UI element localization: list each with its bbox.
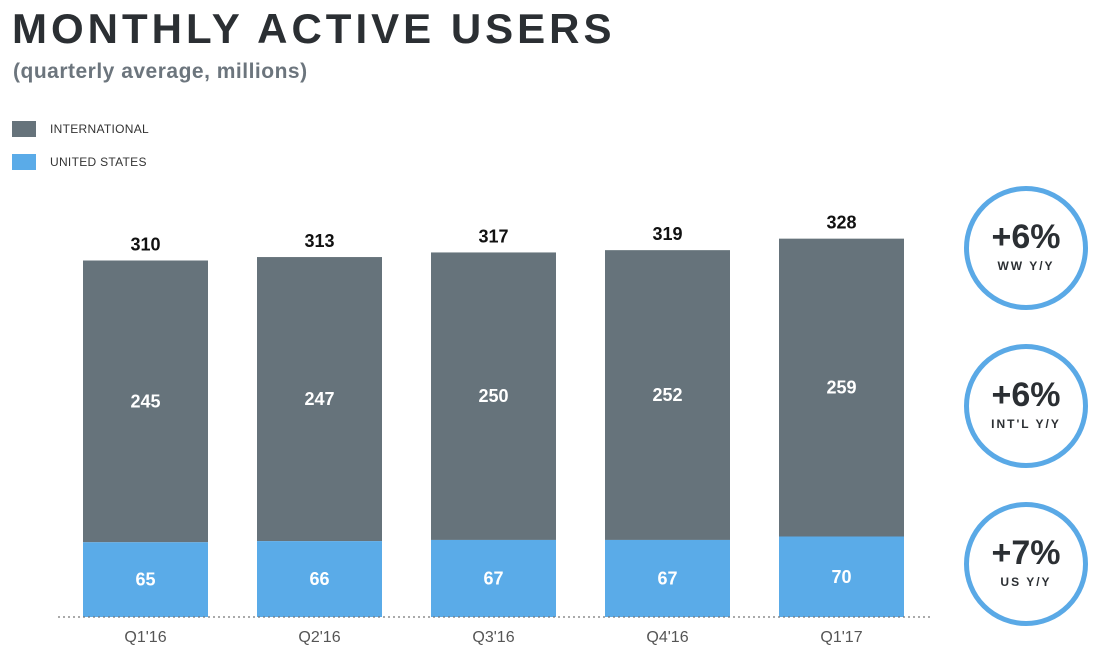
kpi-us-yoy: +7% US Y/Y [964, 502, 1088, 626]
data-label-total: 317 [478, 226, 508, 246]
kpi-intl-yoy: +6% INT'L Y/Y [964, 344, 1088, 468]
legend-label-united-states: UNITED STATES [50, 155, 147, 169]
kpi-ww-value: +6% [991, 218, 1061, 256]
x-tick-label: Q2'16 [298, 629, 340, 646]
legend-item-united-states: UNITED STATES [12, 153, 149, 171]
kpi-ww-label: WW Y/Y [997, 259, 1055, 273]
kpi-intl-value: +6% [991, 376, 1061, 414]
kpi-us-label: US Y/Y [1000, 575, 1052, 589]
data-label-international: 247 [304, 389, 334, 409]
bar-segment-international [431, 252, 556, 540]
kpi-us-value: +7% [991, 534, 1061, 572]
legend-swatch-united-states [12, 154, 36, 170]
data-label-united-states: 70 [831, 567, 851, 587]
kpi-intl-label: INT'L Y/Y [991, 417, 1061, 431]
x-tick-label: Q1'16 [124, 629, 166, 646]
legend-label-international: INTERNATIONAL [50, 122, 150, 136]
stacked-bar-chart: 245 65 310 Q1'16 247 66 313 Q2'16 250 67 317 Q3'16 2… [58, 213, 930, 646]
bar-segment-international [83, 260, 208, 543]
bar-segment-united-states [431, 539, 556, 617]
bar-segment-international [605, 250, 730, 540]
bar-segment-united-states [779, 536, 904, 617]
data-label-total: 310 [130, 235, 160, 255]
legend-item-international: INTERNATIONAL [12, 120, 149, 138]
data-label-united-states: 67 [657, 568, 677, 588]
chart-title: MONTHLY ACTIVE USERS [12, 5, 616, 52]
data-label-international: 252 [652, 385, 682, 405]
data-label-total: 319 [652, 224, 682, 244]
data-label-international: 245 [130, 391, 160, 411]
x-tick-label: Q1'17 [820, 629, 862, 646]
legend: INTERNATIONAL UNITED STATES [12, 120, 149, 186]
data-label-united-states: 65 [135, 570, 155, 590]
x-tick-label: Q4'16 [646, 629, 688, 646]
bar-segment-international [257, 257, 382, 542]
data-label-total: 328 [826, 213, 856, 233]
data-label-international: 259 [826, 378, 856, 398]
bar-segment-international [779, 238, 904, 537]
bar-segment-united-states [83, 542, 208, 617]
kpi-ww-yoy: +6% WW Y/Y [964, 186, 1088, 310]
legend-swatch-international [12, 121, 36, 137]
data-label-united-states: 66 [309, 569, 329, 589]
x-tick-label: Q3'16 [472, 629, 514, 646]
data-label-total: 313 [304, 231, 334, 251]
bar-segment-united-states [257, 541, 382, 617]
data-label-international: 250 [478, 386, 508, 406]
bar-segment-united-states [605, 539, 730, 617]
chart-subtitle: (quarterly average, millions) [13, 60, 308, 83]
data-label-united-states: 67 [483, 568, 503, 588]
